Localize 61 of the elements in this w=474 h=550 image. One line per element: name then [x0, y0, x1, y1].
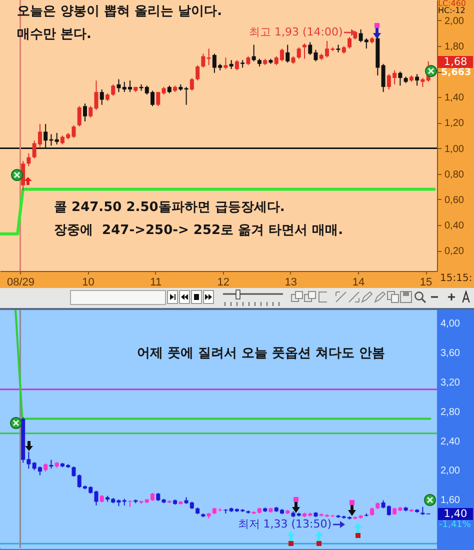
x-tick-label: 10: [82, 276, 94, 288]
y-tick-label: 1,20: [444, 118, 464, 130]
candlestick: [296, 46, 301, 60]
y-tick-label: 3,20: [440, 377, 460, 388]
candlestick: [196, 64, 200, 82]
y-tick-label: 2,00: [440, 466, 460, 477]
y-tick-label: 2,00: [444, 16, 464, 27]
annotation: 최고 1,93 (14:00): [249, 26, 343, 39]
candlestick: [308, 42, 312, 56]
x-tick-label: 11: [150, 276, 162, 288]
candlestick: [72, 466, 76, 478]
text: 5,663: [441, 67, 472, 78]
candlestick: [224, 57, 228, 70]
text: 1,68: [438, 56, 473, 68]
candlestick: [111, 84, 116, 96]
y-tick-label: 0,40: [444, 220, 464, 232]
y-tick-label: 1,80: [444, 42, 464, 53]
text: HC:-12: [438, 6, 466, 14]
text: 15:15:: [440, 273, 472, 284]
y-tick-label: 2,80: [440, 406, 460, 418]
candlestick: [206, 48, 211, 66]
candlestick: [82, 103, 87, 122]
candlestick: [190, 77, 194, 92]
annotation: 장중에 247->250-> 252로 옮겨 타면서 매매.: [54, 223, 344, 238]
y-tick-label: 0,60: [444, 194, 464, 206]
candlestick: [415, 74, 420, 86]
candlestick: [26, 152, 31, 167]
candlestick: [381, 63, 386, 93]
candlestick: [302, 42, 306, 60]
y-tick-label: 2,40: [440, 436, 460, 448]
candlestick: [77, 106, 82, 128]
y-tick-label: 4,00: [440, 318, 460, 330]
text: LC:460: [438, 0, 466, 8]
x-tick-label: 15: [420, 276, 432, 288]
candlestick: [201, 53, 206, 68]
candlestick: [234, 60, 239, 71]
y-tick-label: 0,20: [444, 246, 464, 258]
candlestick: [156, 92, 160, 107]
candlestick: [314, 49, 318, 62]
text: -1,41%: [439, 520, 471, 530]
y-tick-label: 1,60: [440, 495, 460, 506]
candlestick: [348, 36, 352, 50]
y-tick-label: 0,80: [444, 169, 464, 180]
x-tick-label: 14: [352, 276, 365, 288]
candlestick: [252, 44, 256, 62]
y-tick-label: 1,00: [444, 144, 464, 155]
candlestick: [398, 71, 402, 86]
candlestick: [286, 44, 290, 64]
annotation: 최저 1,33 (13:50): [238, 518, 332, 531]
annotation: 어제 풋에 질려서 오늘 풋옵션 쳐다도 안봄: [137, 346, 386, 361]
candlestick: [54, 132, 59, 145]
x-tick-label: 13: [284, 276, 298, 288]
y-tick-label: 3,60: [440, 348, 460, 360]
annotation: 매수만 본다.: [17, 27, 92, 42]
annotation: 콜 247.50 2.50돌파하면 급등장세다.: [54, 200, 285, 215]
x-tick-label: 12: [217, 276, 230, 288]
x-tick-label: 08/29: [6, 276, 35, 288]
candlestick: [100, 88, 104, 106]
annotation: 오늘은 양봉이 뽑혀 올리는 날이다.: [17, 4, 222, 19]
candlestick: [184, 86, 188, 106]
y-tick-label: 1,40: [444, 92, 464, 104]
